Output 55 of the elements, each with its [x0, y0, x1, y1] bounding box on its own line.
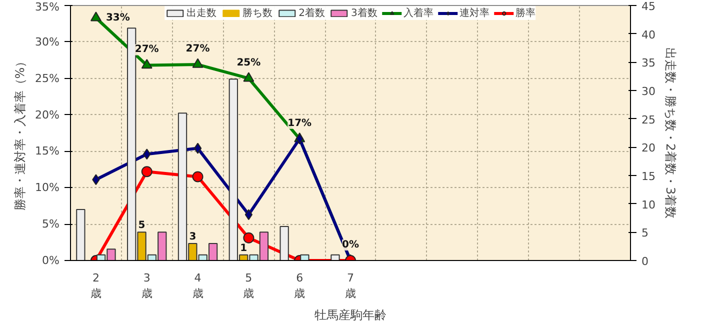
y-tick-label: 25% — [35, 72, 60, 85]
point — [192, 58, 204, 68]
y2-tick-label: 40 — [642, 28, 656, 42]
y-tick-label: 0% — [42, 254, 60, 267]
data-label: 17% — [288, 118, 312, 129]
point — [243, 232, 254, 244]
x-tick-label: 7 歳 — [345, 272, 356, 300]
point — [244, 209, 253, 220]
legend-label: 連対率 — [459, 6, 490, 20]
y2-tick-label: 30 — [642, 85, 656, 98]
data-label: 27% — [134, 44, 159, 56]
data-label: 27% — [186, 44, 210, 55]
y-tick-label: 5% — [42, 218, 60, 231]
y2-tick-label: 5 — [642, 226, 648, 240]
y-tick-label: 15% — [35, 144, 60, 158]
y-tick-label: 20% — [35, 108, 60, 122]
data-label: 1 — [240, 242, 248, 254]
data-label: 0% — [342, 240, 359, 250]
y-tick-label: 35% — [35, 0, 60, 14]
data-label: 5 — [138, 220, 146, 232]
data-label: 3 — [189, 232, 196, 242]
y2-tick-label: 20 — [642, 142, 656, 155]
y-tick-label: 10% — [35, 181, 60, 194]
legend-label: 勝ち数 — [242, 6, 273, 20]
data-label: 33% — [106, 12, 130, 24]
x-tick-label: 5 歳 — [243, 272, 254, 300]
y2-tick-label: 45 — [642, 0, 656, 13]
y2-tick-label: 25 — [642, 113, 656, 126]
point — [141, 166, 152, 178]
y2-tick-label: 35 — [642, 56, 656, 70]
x-tick-label: 2 歳 — [90, 272, 102, 300]
point — [192, 171, 204, 182]
x-tick-label: 6 歳 — [294, 272, 306, 300]
legend-label: 出走数 — [186, 6, 217, 20]
bar — [280, 226, 289, 260]
y2-tick-label: 0 — [642, 255, 648, 268]
point — [243, 72, 254, 82]
data-label: 25% — [236, 57, 261, 68]
x-axis-title: 牡馬産駒年齢 — [314, 308, 386, 322]
y-tick-label: 30% — [35, 35, 60, 48]
y2-axis-title: 出走数・勝ち数・2着数・3着数 — [663, 47, 678, 219]
legend-label: 入着率 — [403, 6, 434, 20]
point — [194, 142, 202, 154]
y-axis-title: 勝率・連対率・入着率（%） — [13, 55, 28, 211]
point — [90, 12, 102, 22]
y2-tick-label: 10 — [642, 198, 656, 212]
legend-label: 勝率 — [515, 6, 536, 20]
x-tick-label: 4 歳 — [192, 272, 204, 300]
bar — [76, 209, 86, 260]
legend-label: 2着数 — [298, 6, 325, 20]
y2-tick-label: 15 — [642, 170, 656, 183]
point — [141, 58, 152, 69]
bar — [330, 254, 340, 260]
legend-label: 3着数 — [351, 6, 378, 20]
x-tick-label: 3 歳 — [141, 272, 152, 300]
